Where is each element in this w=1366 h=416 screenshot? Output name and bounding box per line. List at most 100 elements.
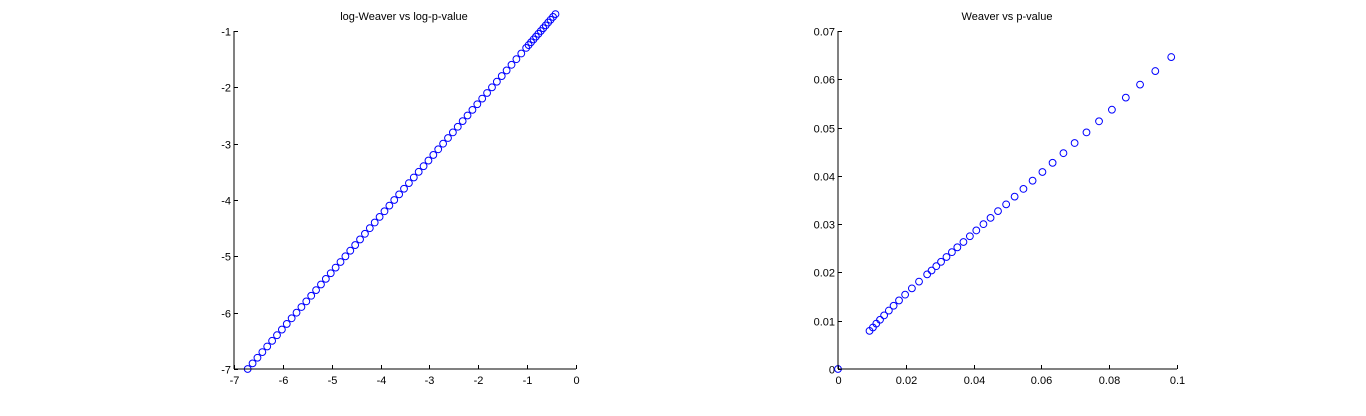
x-tick-label-left: -6 — [279, 375, 289, 387]
data-point — [331, 263, 340, 272]
y-tick-label-right: 0.02 — [814, 268, 835, 280]
data-point — [923, 270, 932, 279]
x-tick-label-right: 0.04 — [964, 375, 985, 387]
data-point — [1108, 105, 1116, 114]
data-point — [292, 308, 301, 317]
data-point — [1028, 176, 1037, 185]
ticks-right: 0 0.02 0.04 0.06 0.08 0.1 0 0.01 0.02 0.03 0.04 0.0… — [814, 27, 1186, 388]
data-point — [365, 224, 374, 233]
data-point — [986, 213, 995, 222]
data-point — [307, 291, 316, 300]
data-point — [908, 284, 916, 293]
data-point — [1167, 53, 1176, 61]
x-tick-label-right: 0.08 — [1099, 375, 1120, 387]
x-tick-label-left: -7 — [230, 375, 240, 387]
data-point — [463, 111, 472, 120]
data-point — [321, 274, 330, 283]
data-point — [915, 277, 923, 286]
x-tick-label-left: -1 — [523, 375, 533, 387]
data-point — [965, 232, 974, 241]
data-point — [953, 243, 962, 252]
data-point — [263, 342, 272, 351]
data-point — [385, 201, 394, 210]
data-point — [1095, 117, 1103, 126]
y-tick-label-right: 0 — [829, 365, 835, 377]
x-tick-label-right: 0.06 — [1031, 375, 1052, 387]
data-point — [497, 72, 506, 80]
chart-left-log-weaver: log-Weaver vs log-p-value -7 -6 -5 -4 -3 -2 -1… — [221, 10, 580, 388]
data-point — [434, 145, 443, 154]
y-tick-label-right: 0.05 — [814, 124, 835, 136]
data-point — [473, 100, 482, 109]
data-point — [1002, 200, 1011, 209]
data-point — [444, 134, 452, 142]
data-point — [1070, 139, 1079, 147]
data-point — [1010, 192, 1019, 201]
data-point — [1121, 93, 1130, 102]
data-point — [468, 105, 477, 114]
data-point — [507, 60, 516, 69]
data-point — [1038, 168, 1047, 176]
data-point — [478, 94, 487, 103]
data-point — [312, 286, 320, 295]
data-point — [517, 49, 526, 58]
data-point — [356, 235, 364, 244]
data-point — [302, 297, 311, 306]
chart-title-left: log-Weaver vs log-p-value — [340, 11, 468, 23]
data-point — [248, 359, 257, 368]
x-tick-label-left: -3 — [425, 375, 435, 387]
y-tick-label-left: -1 — [221, 27, 231, 39]
data-point — [361, 229, 369, 238]
data-point — [317, 280, 325, 289]
data-point — [551, 10, 560, 18]
data-point — [1048, 158, 1057, 167]
data-point — [880, 311, 889, 320]
data-point — [1082, 128, 1091, 137]
points-left — [243, 10, 560, 373]
data-point — [258, 348, 267, 357]
data-point — [889, 301, 898, 310]
data-point — [390, 196, 399, 204]
data-point — [282, 320, 291, 328]
data-point — [512, 55, 521, 64]
ticks-left: -7 -6 -5 -4 -3 -2 -1 0 -7 -6 -5 -4 -3 -2 -1 — [221, 27, 579, 388]
data-point — [453, 122, 462, 131]
data-point — [937, 257, 945, 266]
y-tick-label-left: -2 — [221, 83, 231, 95]
data-point — [375, 213, 384, 221]
data-point — [942, 253, 951, 261]
data-point — [1059, 149, 1068, 158]
data-point — [901, 290, 910, 299]
data-point — [326, 269, 335, 278]
y-tick-label-right: 0.03 — [814, 220, 835, 232]
data-point — [439, 139, 448, 148]
x-tick-label-right: 0.02 — [896, 375, 917, 387]
data-point — [1136, 80, 1144, 89]
data-point — [502, 66, 511, 75]
data-point — [409, 173, 418, 182]
data-point — [994, 207, 1002, 216]
data-point — [414, 167, 423, 176]
data-point — [400, 184, 408, 193]
data-point — [273, 331, 281, 340]
data-point — [395, 190, 404, 199]
data-point — [419, 162, 428, 171]
data-point — [492, 77, 501, 86]
data-point — [370, 218, 379, 227]
data-point — [277, 325, 286, 334]
x-tick-label-left: -5 — [328, 375, 338, 387]
y-tick-label-left: -4 — [221, 196, 231, 208]
data-point — [876, 315, 884, 324]
data-point — [336, 258, 345, 266]
y-tick-label-right: 0.07 — [814, 27, 835, 39]
chart-title-right: Weaver vs p-value — [962, 11, 1053, 23]
points-right — [834, 53, 1176, 373]
x-tick-label-left: 0 — [573, 375, 579, 387]
data-point — [424, 156, 433, 165]
x-tick-label-right: 0.1 — [1170, 375, 1185, 387]
data-point — [1019, 184, 1028, 193]
y-tick-label-left: -3 — [221, 140, 231, 152]
data-point — [405, 179, 413, 188]
data-point — [297, 303, 306, 311]
